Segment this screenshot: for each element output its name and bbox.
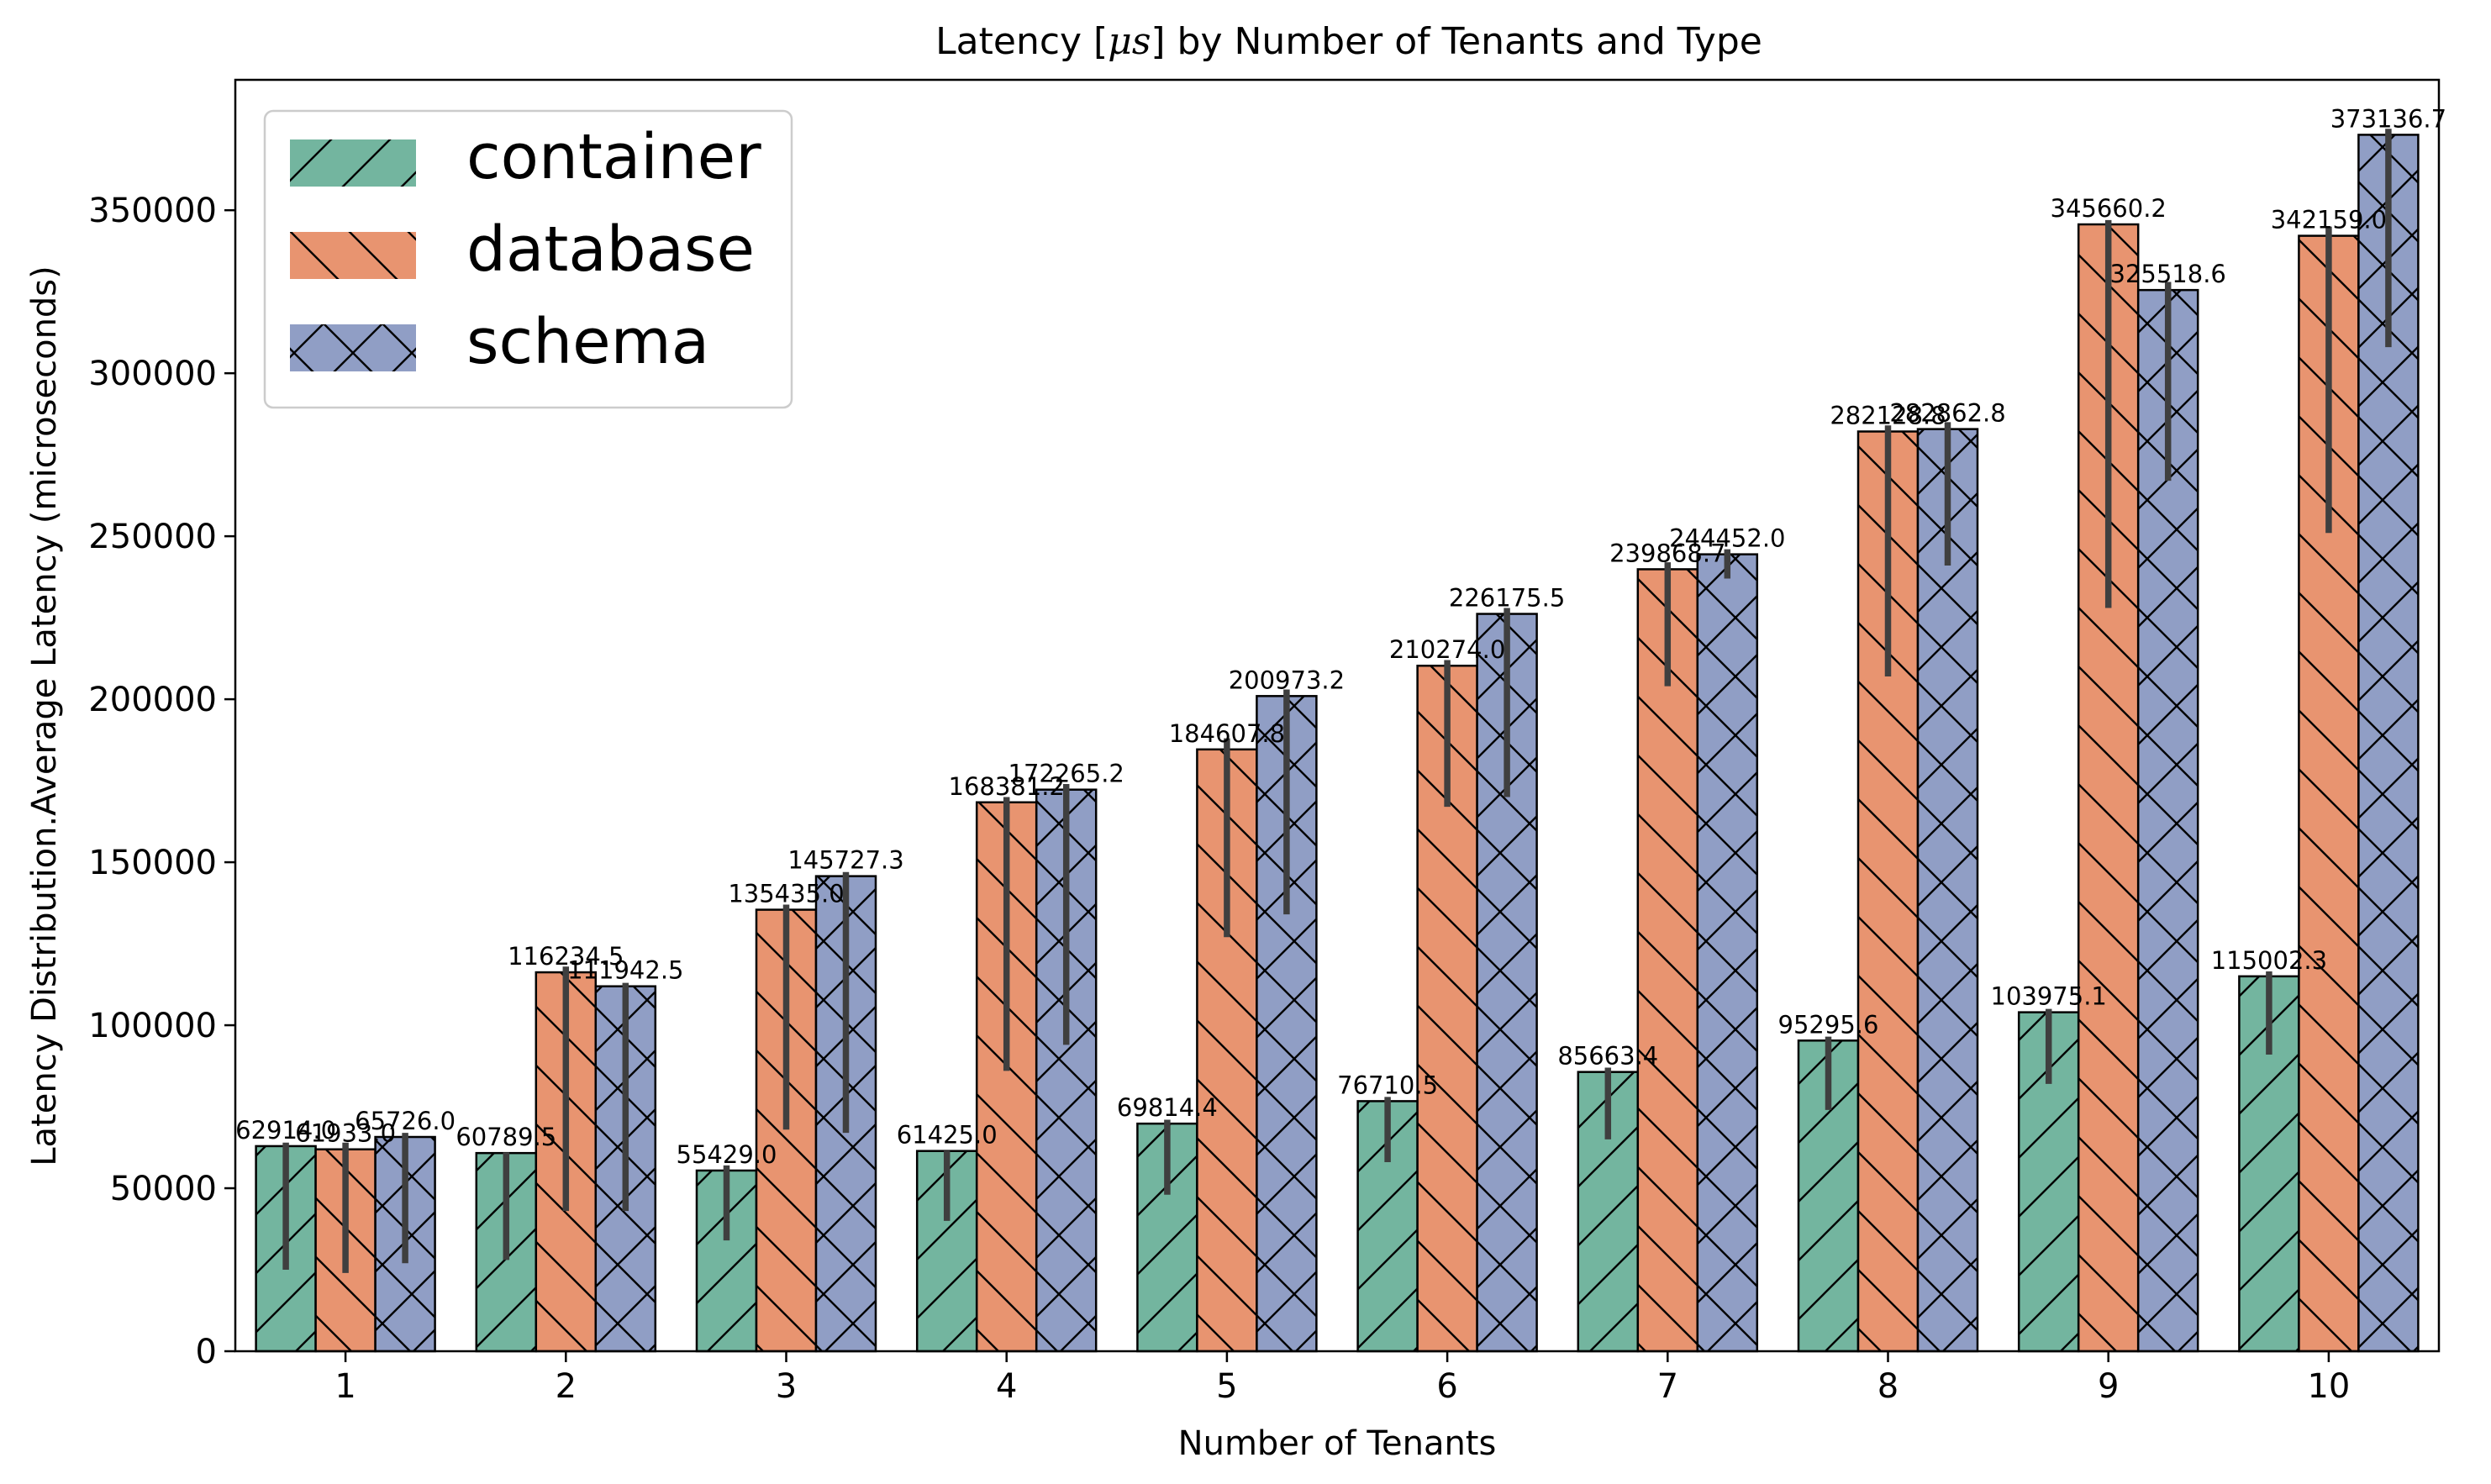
value-label-container-2: 60789.5 — [456, 1123, 556, 1151]
legend-label-container: container — [466, 121, 761, 193]
value-label-schema-4: 172265.2 — [1009, 760, 1124, 788]
value-label-container-10: 115002.3 — [2211, 946, 2327, 975]
legend-label-database: database — [466, 213, 755, 286]
value-label-container-6: 76710.5 — [1337, 1071, 1438, 1099]
y-tick-label: 100000 — [88, 1007, 217, 1045]
value-label-container-4: 61425.0 — [897, 1121, 998, 1150]
value-label-schema-6: 226175.5 — [1449, 584, 1565, 613]
value-label-schema-7: 244452.0 — [1669, 524, 1785, 553]
bar-schema-8 — [1916, 428, 1979, 1353]
y-tick-label: 250000 — [88, 518, 217, 556]
y-axis-label: Latency Distribution.Average Latency (mi… — [25, 266, 64, 1166]
y-tick-label: 150000 — [88, 844, 217, 882]
x-tick-label: 2 — [556, 1367, 577, 1406]
x-tick-label: 1 — [334, 1367, 355, 1406]
legend-swatch-database — [290, 232, 416, 279]
y-tick-label: 300000 — [88, 355, 217, 393]
value-label-container-5: 69814.4 — [1117, 1093, 1218, 1122]
value-label-container-9: 103975.1 — [1991, 982, 2107, 1011]
legend: container database schema — [263, 109, 793, 409]
value-label-schema-8: 282862.8 — [1889, 399, 2005, 428]
bar-schema-7 — [1696, 553, 1759, 1353]
value-label-schema-9: 325518.6 — [2110, 260, 2226, 288]
x-tick-label: 8 — [1877, 1367, 1899, 1406]
value-label-container-7: 85663.4 — [1557, 1042, 1658, 1071]
value-label-database-7: 239868.7 — [1609, 539, 1725, 567]
value-label-schema-3: 145727.3 — [787, 846, 903, 875]
x-axis-label: Number of Tenants — [1178, 1424, 1497, 1463]
value-label-schema-1: 65726.0 — [355, 1107, 456, 1135]
x-tick-label: 10 — [2307, 1367, 2350, 1406]
value-label-database-9: 345660.2 — [2051, 194, 2167, 223]
value-labels-layer: 62914.0 60789.5 55429.0 61425.0 69814.4 76710… — [235, 104, 2446, 1169]
legend-swatch-schema — [290, 324, 416, 371]
value-label-database-2: 116234.5 — [508, 942, 624, 971]
value-label-database-6: 210274.0 — [1389, 635, 1505, 664]
x-tick-label: 6 — [1436, 1367, 1457, 1406]
x-tick-label: 7 — [1657, 1367, 1678, 1406]
bar-database-7 — [1636, 568, 1699, 1353]
value-label-database-1: 61933.0 — [295, 1119, 396, 1148]
legend-swatch-container — [290, 139, 416, 187]
value-label-database-3: 135435.0 — [728, 880, 844, 908]
error-bars-layer — [282, 129, 2392, 1273]
chart-title: Latency [μs] by Number of Tenants and Ty… — [935, 20, 1762, 63]
y-tick-label: 0 — [196, 1333, 217, 1371]
value-label-database-4: 168381.2 — [949, 772, 1065, 801]
value-label-container-3: 55429.0 — [677, 1140, 777, 1169]
y-tick-label: 350000 — [88, 192, 217, 230]
x-tick-label: 3 — [776, 1367, 797, 1406]
value-label-schema-10: 373136.7 — [2330, 104, 2446, 133]
x-axis: 1 2 3 4 5 6 7 8 9 10 — [334, 1351, 2350, 1406]
plot-area-frame — [234, 78, 2441, 1353]
x-tick-label: 9 — [2098, 1367, 2119, 1406]
value-label-schema-5: 200973.2 — [1229, 666, 1345, 694]
y-axis: 0 50000 100000 150000 200000 250000 300000 3500… — [88, 192, 235, 1371]
legend-label-schema: schema — [466, 306, 709, 378]
value-label-database-10: 342159.0 — [2271, 206, 2387, 234]
value-label-container-8: 95295.6 — [1778, 1010, 1879, 1039]
x-tick-label: 4 — [996, 1367, 1017, 1406]
x-tick-label: 5 — [1216, 1367, 1237, 1406]
value-label-container-1: 62914.0 — [235, 1116, 336, 1145]
value-label-database-5: 184607.8 — [1169, 719, 1285, 748]
value-label-database-8: 282128.8 — [1830, 401, 1946, 429]
y-tick-label: 200000 — [88, 681, 217, 719]
value-label-schema-2: 111942.5 — [567, 956, 683, 985]
y-tick-label: 50000 — [110, 1170, 217, 1208]
